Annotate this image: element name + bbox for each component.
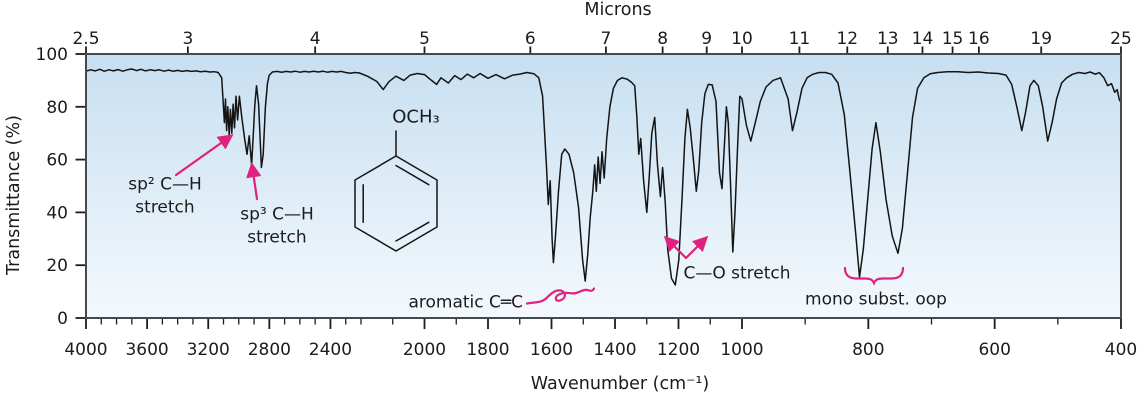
svg-text:2000: 2000	[403, 340, 446, 360]
svg-text:7: 7	[601, 29, 612, 49]
annotation-sp3-ch-stretch: sp³ C—H stretch	[240, 204, 314, 251]
svg-text:1600: 1600	[530, 340, 573, 360]
co-arrow-right	[684, 235, 709, 260]
left-axis-tick-labels: 100 80 60 40 20 0	[36, 45, 68, 329]
annotation-sp2-line1: sp² C—H	[128, 174, 202, 195]
annotation-sp3-line1: sp³ C—H	[240, 204, 314, 225]
spectrum-curve	[85, 68, 1122, 286]
co-arrow-left	[663, 235, 688, 260]
annotation-mono-subst-oop: mono subst. oop	[805, 289, 947, 310]
svg-text:1000: 1000	[720, 340, 763, 360]
annotation-pointers	[174, 134, 905, 305]
svg-text:15: 15	[942, 29, 964, 49]
annotation-co-stretch: C—O stretch	[683, 263, 791, 284]
svg-text:9: 9	[701, 29, 712, 49]
bottom-axis-tick-labels: 4000 3600 3200 2800 2400 2000 1800 1600 1400 1200…	[64, 340, 1137, 360]
plot-border	[85, 53, 1122, 319]
plot-area	[86, 54, 1121, 318]
svg-text:2800: 2800	[248, 340, 291, 360]
annotation-aromatic-cc: aromatic C═C	[408, 292, 523, 313]
svg-text:2400: 2400	[309, 340, 352, 360]
top-axis-title: Microns	[584, 0, 652, 20]
svg-text:800: 800	[852, 340, 884, 360]
svg-text:3: 3	[182, 29, 193, 49]
bottom-axis-title: Wavenumber (cm⁻¹)	[530, 374, 710, 394]
svg-text:12: 12	[836, 29, 858, 49]
svg-text:600: 600	[978, 340, 1010, 360]
svg-text:5: 5	[419, 29, 430, 49]
svg-text:2.5: 2.5	[72, 29, 99, 49]
svg-text:19: 19	[1030, 29, 1052, 49]
top-axis-tick-labels: 2.5 3 4 5 6 7 8 9 10 11 12 13 14 15 16 19 25	[72, 29, 1131, 49]
benzene-ring-structure	[354, 130, 438, 252]
bottom-axis	[85, 318, 1122, 329]
svg-text:400: 400	[1105, 340, 1137, 360]
svg-text:11: 11	[789, 29, 811, 49]
svg-text:3600: 3600	[125, 340, 168, 360]
sp2-arrow	[174, 134, 234, 177]
svg-text:100: 100	[36, 45, 68, 65]
svg-text:3200: 3200	[187, 340, 230, 360]
svg-text:0: 0	[57, 309, 68, 329]
svg-text:10: 10	[731, 29, 753, 49]
aromatic-squiggle	[525, 287, 596, 305]
left-axis	[75, 53, 86, 319]
svg-text:40: 40	[46, 203, 68, 223]
top-axis	[85, 46, 1122, 54]
y-axis-title: Transmittance (%)	[4, 115, 24, 275]
svg-text:4: 4	[310, 29, 321, 49]
svg-text:16: 16	[968, 29, 990, 49]
annotation-sp2-line2: stretch	[135, 198, 195, 218]
svg-text:8: 8	[657, 29, 668, 49]
sp3-arrow	[246, 161, 262, 201]
svg-text:13: 13	[877, 29, 899, 49]
svg-text:4000: 4000	[64, 340, 107, 360]
svg-text:80: 80	[46, 98, 68, 118]
annotation-sp3-line2: stretch	[247, 228, 307, 248]
annotation-sp2-ch-stretch: sp² C—H stretch	[128, 174, 202, 221]
svg-text:60: 60	[46, 151, 68, 171]
svg-text:20: 20	[46, 256, 68, 276]
svg-text:6: 6	[525, 29, 536, 49]
svg-text:1800: 1800	[466, 340, 509, 360]
svg-text:14: 14	[912, 29, 934, 49]
molecule-label-och3: OCH₃	[392, 106, 440, 128]
svg-text:1200: 1200	[657, 340, 700, 360]
mono-subst-brace	[843, 266, 905, 286]
svg-text:25: 25	[1110, 29, 1132, 49]
svg-text:1400: 1400	[593, 340, 636, 360]
